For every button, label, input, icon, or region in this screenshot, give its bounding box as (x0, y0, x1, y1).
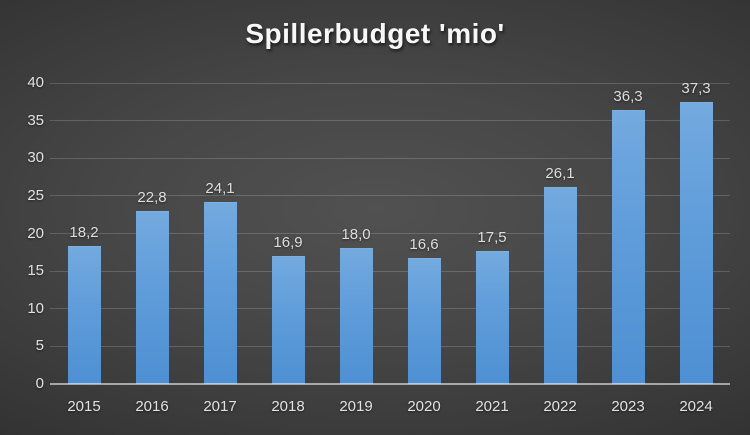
bar-value-label-2020: 16,6 (409, 236, 439, 254)
y-axis-label: 35 (27, 111, 44, 129)
gridline-35 (50, 120, 730, 122)
y-axis-label: 25 (27, 186, 44, 204)
bar-value-label-2023: 36,3 (613, 87, 643, 105)
y-axis-label: 15 (27, 262, 44, 280)
gridline-15 (50, 270, 730, 272)
x-axis-baseline (50, 383, 730, 385)
x-axis-label-2019: 2019 (339, 398, 373, 415)
bar-value-label-2022: 26,1 (545, 164, 575, 182)
gridline-30 (50, 157, 730, 159)
bar-2018 (271, 255, 305, 384)
bar-value-label-2018: 16,9 (273, 233, 303, 251)
x-axis-label-2020: 2020 (407, 398, 441, 415)
bar-value-label-2021: 17,5 (477, 229, 507, 247)
gridline-40 (50, 82, 730, 84)
x-axis-label-2017: 2017 (203, 398, 237, 415)
x-axis-label-2021: 2021 (475, 398, 509, 415)
bar-value-label-2017: 24,1 (205, 179, 235, 197)
gridline-25 (50, 195, 730, 197)
bar-2017 (203, 201, 237, 384)
y-axis-label: 20 (27, 224, 44, 242)
y-axis-label: 0 (35, 375, 44, 392)
bar-2023 (611, 109, 645, 384)
bar-2024 (679, 102, 713, 384)
x-axis-label-2023: 2023 (611, 398, 645, 415)
y-axis-label: 30 (27, 149, 44, 167)
bar-2019 (339, 247, 373, 384)
bar-value-label-2015: 18,2 (69, 224, 99, 242)
plot-area: 18,2 22,8 24,1 16,9 18,0 16,6 17,5 26,1 36,3 37,3 (50, 80, 730, 385)
gridline-10 (50, 308, 730, 310)
bar-value-label-2024: 37,3 (681, 80, 711, 98)
y-axis-label: 5 (35, 337, 44, 355)
bar-value-label-2016: 22,8 (137, 189, 167, 207)
x-axis-label-2016: 2016 (135, 398, 169, 415)
y-axis-label: 40 (27, 74, 44, 91)
x-axis-label-2015: 2015 (67, 398, 101, 415)
bar-2016 (135, 211, 169, 384)
x-axis-label-2018: 2018 (271, 398, 305, 415)
bar-2021 (475, 251, 509, 384)
x-axis-label-2024: 2024 (679, 398, 713, 415)
bar-2015 (67, 246, 101, 384)
gridline-20 (50, 233, 730, 234)
chart-title: Spillerbudget 'mio' (245, 18, 505, 49)
x-axis-label-2022: 2022 (543, 398, 577, 415)
bar-2020 (407, 258, 441, 384)
bar-value-label-2019: 18,0 (341, 225, 371, 243)
gridline-5 (50, 345, 730, 347)
bar-2022 (543, 186, 577, 384)
y-axis-label: 10 (27, 299, 44, 317)
